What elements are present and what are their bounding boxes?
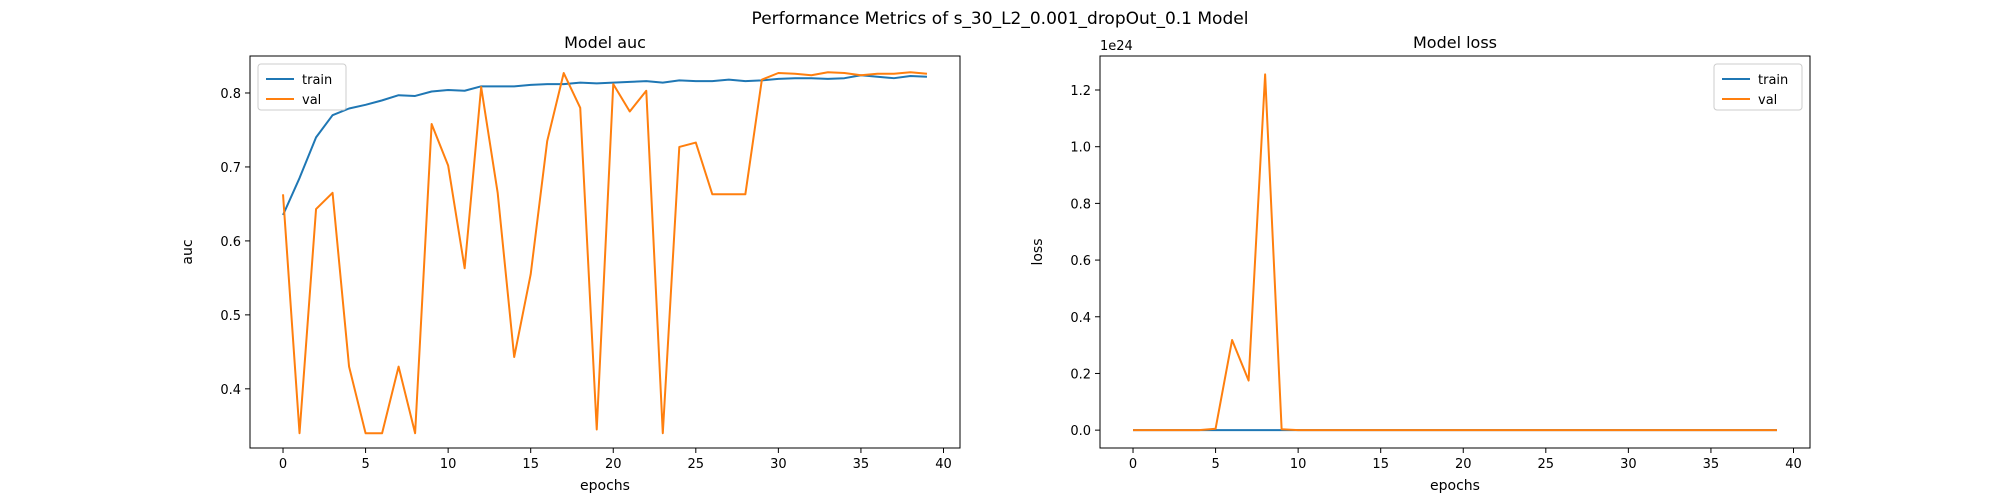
loss-x-tick-label: 20 [1455, 457, 1472, 472]
auc-x-tick-label: 20 [605, 457, 622, 472]
loss-y-axis-label: loss [1030, 238, 1046, 265]
auc-legend-label-train: train [302, 73, 332, 88]
auc-x-tick-label: 35 [853, 457, 870, 472]
loss-series-val-line [1133, 73, 1777, 432]
auc-chart: 0 5 10 15 20 25 30 35 40 0.4 0.5 0.6 0.7 0.8 Model auc… [180, 33, 961, 494]
loss-chart: 0 5 10 15 20 25 30 35 40 0.0 0.2 0.4 0.6 0.8 1.0 1.2 1e2… [1030, 33, 1811, 494]
auc-y-tick-label: 0.7 [220, 161, 241, 176]
loss-y-tick-label: 1.0 [1070, 141, 1091, 156]
loss-y-tick-label: 0.2 [1070, 367, 1091, 382]
figure-title: Performance Metrics of s_30_L2_0.001_dro… [752, 9, 1249, 29]
auc-legend: train val [257, 63, 347, 111]
loss-chart-title: Model loss [1413, 33, 1497, 52]
loss-y-tick-label: 1.2 [1070, 84, 1091, 99]
loss-x-tick-label: 30 [1620, 457, 1637, 472]
auc-x-axis-label: epochs [580, 478, 630, 494]
loss-axes-frame [1099, 55, 1811, 449]
auc-x-tick-label: 15 [522, 457, 539, 472]
loss-legend: train val [1713, 63, 1803, 111]
loss-y-tick-label: 0.4 [1070, 311, 1091, 326]
auc-axes-frame [249, 55, 961, 449]
loss-legend-label-train: train [1758, 73, 1788, 88]
auc-y-axis-label: auc [180, 239, 196, 264]
auc-y-tick-label: 0.8 [220, 87, 241, 102]
auc-y-tick-label: 0.4 [220, 383, 241, 398]
auc-chart-title: Model auc [564, 33, 646, 52]
auc-y-tick-label: 0.5 [220, 309, 241, 324]
loss-y-tick-label: 0.8 [1070, 197, 1091, 212]
auc-x-tick-label: 0 [279, 457, 287, 472]
loss-x-tick-label: 15 [1372, 457, 1389, 472]
loss-x-tick-label: 10 [1290, 457, 1307, 472]
loss-x-tick-label: 0 [1129, 457, 1137, 472]
auc-x-tick-label: 10 [440, 457, 457, 472]
loss-x-tick-label: 35 [1703, 457, 1720, 472]
auc-y-tick-label: 0.6 [220, 235, 241, 250]
auc-x-tick-label: 30 [770, 457, 787, 472]
auc-series-val-line [282, 71, 928, 435]
auc-x-tick-label: 5 [361, 457, 369, 472]
loss-y-tick-label: 0.0 [1070, 424, 1091, 439]
loss-x-axis-label: epochs [1430, 478, 1480, 494]
loss-x-tick-label: 25 [1538, 457, 1555, 472]
loss-y-offset-text: 1e24 [1100, 39, 1133, 54]
auc-x-tick-label: 25 [688, 457, 705, 472]
loss-x-tick-label: 5 [1211, 457, 1219, 472]
auc-x-tick-label: 40 [935, 457, 952, 472]
auc-series-train-line [282, 74, 928, 216]
loss-x-tick-label: 40 [1785, 457, 1802, 472]
auc-legend-label-val: val [302, 93, 321, 108]
loss-y-tick-label: 0.6 [1070, 254, 1091, 269]
loss-legend-label-val: val [1758, 93, 1777, 108]
